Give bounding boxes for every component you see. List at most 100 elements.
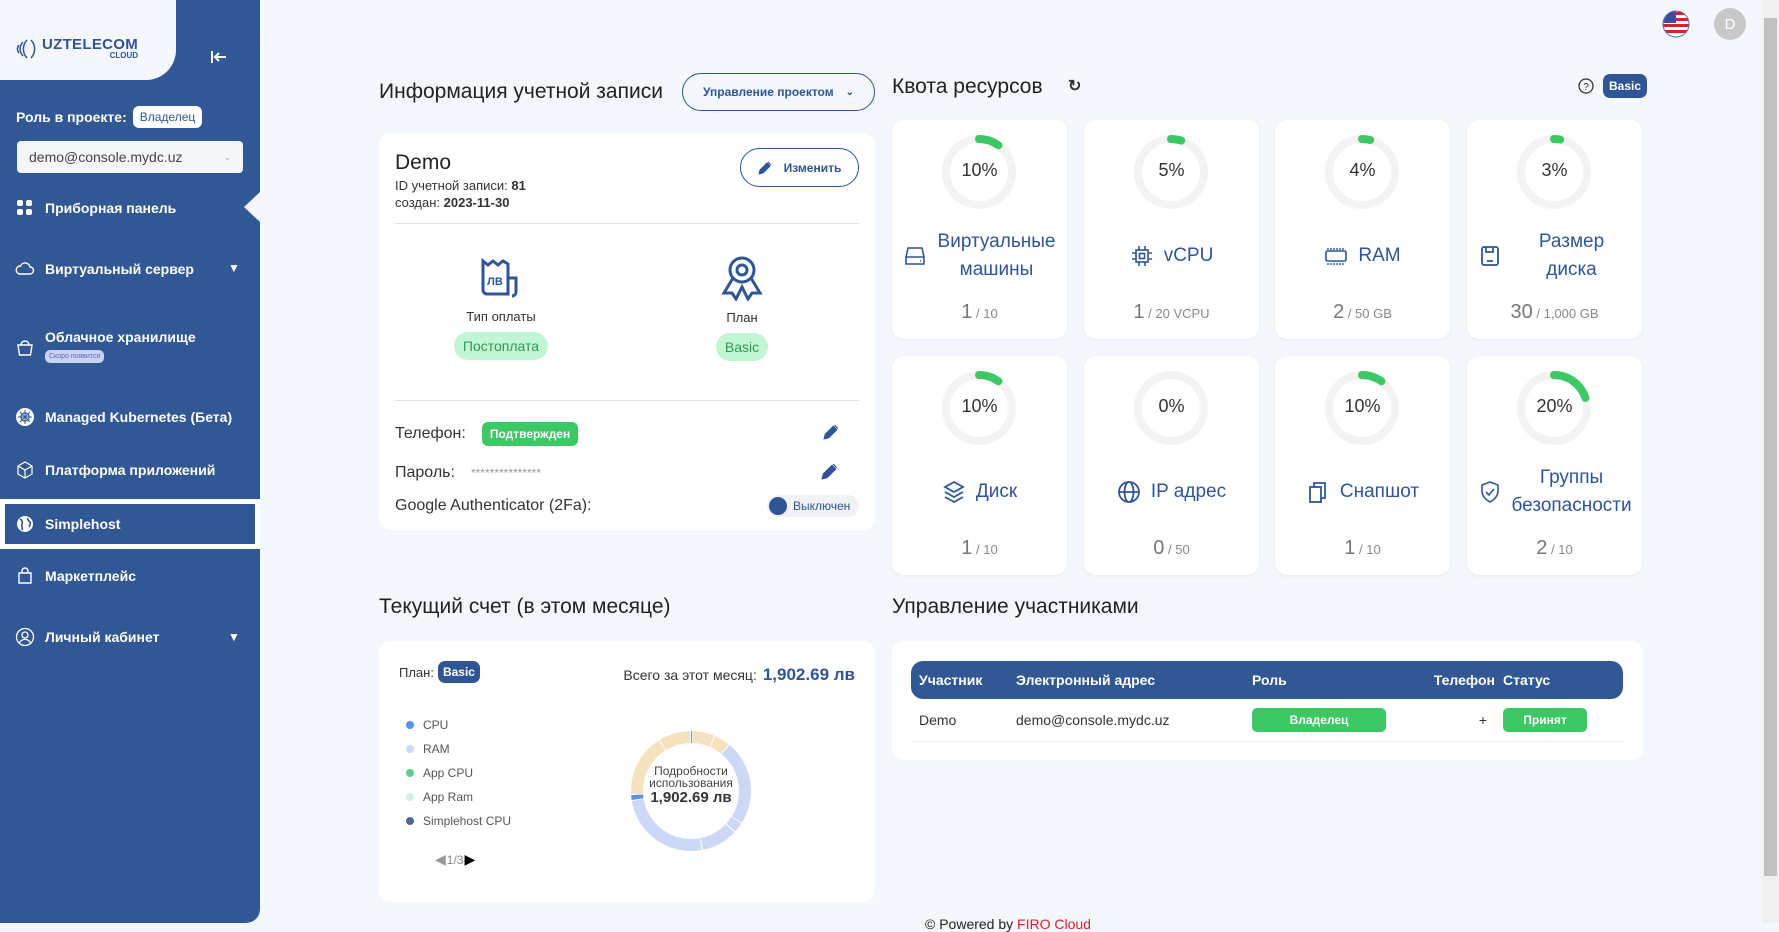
- donut-slice[interactable]: [621, 721, 761, 861]
- legend-pager: ◀ 1/3 ▶: [435, 851, 475, 868]
- member-status-badge: Принят: [1503, 707, 1587, 732]
- donut-center-value: 1,902.69 лв: [650, 789, 732, 806]
- account-id-label: ID учетной записи:: [395, 178, 508, 193]
- donut-slice[interactable]: [631, 731, 751, 851]
- quota-limit: / 10: [1551, 542, 1573, 557]
- donut-slice[interactable]: [621, 721, 761, 861]
- manage-project-button[interactable]: Управление проектом ⌄: [682, 73, 875, 111]
- edit-account-label: Изменить: [783, 160, 842, 175]
- copy-icon: [1309, 482, 1326, 503]
- quota-card: 3% Размер диска 30 / 1,000 GB: [1467, 120, 1642, 339]
- scrollbar-thumb[interactable]: [1764, 18, 1777, 876]
- floppy-disk-icon: [1480, 246, 1499, 266]
- quota-used: 1: [961, 301, 973, 323]
- quota-usage: 2 / 50 GB: [1275, 301, 1450, 324]
- manage-project-label: Управление проектом: [703, 85, 834, 99]
- legend-item[interactable]: App CPU: [406, 761, 511, 785]
- quota-gauge: [1134, 371, 1208, 445]
- avatar[interactable]: D: [1714, 8, 1746, 40]
- donut-slice[interactable]: [630, 730, 753, 853]
- quota-limit: / 10: [1359, 542, 1381, 557]
- footer: © Powered by FIRO Cloud: [925, 916, 1091, 932]
- project-select[interactable]: demo@console.mydc.uz ⌄: [17, 141, 243, 173]
- donut-center-label: Подробности использования: [649, 764, 733, 790]
- quota-gauge-fill: [1517, 371, 1591, 445]
- donut-slice[interactable]: [631, 731, 751, 851]
- donut-slice[interactable]: [628, 728, 754, 854]
- sidebar-item-app-platform[interactable]: Платформа приложений: [15, 460, 215, 480]
- sidebar-item-label: Виртуальный сервер: [45, 261, 194, 277]
- sidebar-item-label: Платформа приложений: [45, 462, 216, 478]
- members-table-header: Участник Электронный адрес Роль Телефон …: [911, 661, 1623, 699]
- sidebar-item-personal-account[interactable]: Личный кабинет: [15, 627, 159, 647]
- payment-type-badge: Постоплата: [453, 332, 549, 360]
- donut-center: Подробности использования 1,902.69 лв: [631, 764, 751, 806]
- refresh-icon[interactable]: ↻: [1068, 78, 1082, 95]
- chevron-down-icon[interactable]: ▼: [228, 261, 240, 275]
- edit-password-pencil-icon[interactable]: [821, 463, 838, 480]
- next-page-icon[interactable]: ▶: [464, 851, 476, 867]
- sidebar-item-dashboard[interactable]: Приборная панель: [15, 198, 176, 218]
- brand-name: UZTELECOM: [42, 36, 139, 53]
- donut-slice[interactable]: [631, 731, 751, 851]
- sidebar-item-virtual-server[interactable]: Виртуальный сервер: [15, 259, 194, 279]
- legend-item[interactable]: App Ram: [406, 785, 511, 809]
- logo-area: UZTELECOM CLOUD: [0, 0, 176, 80]
- sidebar-item-kubernetes[interactable]: Managed Kubernetes (Бета): [15, 407, 232, 427]
- quota-gauge-fill: [942, 371, 1016, 445]
- donut-slice[interactable]: [621, 721, 761, 861]
- legend-item[interactable]: CPU: [406, 713, 511, 737]
- collapse-sidebar-icon[interactable]: [210, 50, 228, 64]
- quota-gauge: [1134, 135, 1208, 209]
- twofa-toggle[interactable]: Выключен: [767, 495, 859, 517]
- plan-label: План: [726, 310, 758, 325]
- members-section-title: Управление участниками: [892, 595, 1139, 618]
- column-header-email: Электронный адрес: [1016, 672, 1156, 688]
- sidebar-item-marketplace[interactable]: Маркетплейс: [15, 566, 136, 586]
- legend-item[interactable]: Simplehost CPU: [406, 809, 511, 833]
- signal-waves-icon: [16, 39, 36, 59]
- help-icon[interactable]: ?: [1578, 78, 1594, 94]
- plan: План Basic: [672, 255, 812, 361]
- quota-usage: 1 / 10: [892, 537, 1067, 560]
- brand-logo[interactable]: UZTELECOM CLOUD: [16, 36, 139, 60]
- quota-label-text: Виртуальные машины: [937, 231, 1056, 280]
- quota-card: 0% IP адрес 0 / 50: [1084, 356, 1259, 575]
- legend-label: Simplehost CPU: [423, 814, 512, 828]
- cpu-icon: [1131, 246, 1152, 266]
- legend-item[interactable]: RAM: [406, 737, 511, 761]
- sidebar-item-simplehost[interactable]: Simplehost: [5, 504, 255, 544]
- quota-label: RAM: [1275, 228, 1450, 284]
- legend-page: 1/3: [446, 852, 464, 867]
- shield-check-icon: [1480, 481, 1499, 503]
- account-name: Demo: [395, 151, 452, 174]
- footer-brand-link[interactable]: FIRO Cloud: [1017, 916, 1091, 932]
- us-flag-language-icon[interactable]: [1662, 10, 1690, 38]
- chevron-down-icon[interactable]: ▼: [228, 630, 240, 644]
- quota-percent: 4%: [1349, 160, 1376, 180]
- quota-gauge-fill: [1517, 135, 1591, 209]
- scrollbar[interactable]: [1762, 0, 1779, 923]
- edit-account-button[interactable]: Изменить: [740, 148, 859, 187]
- quota-label: vCPU: [1084, 228, 1259, 284]
- member-name: Demo: [919, 711, 957, 728]
- legend-label: CPU: [423, 718, 449, 732]
- sidebar-item-cloud-storage[interactable]: Облачное хранилище Скоро появится: [15, 329, 196, 363]
- quota-label-text: Группы безопасности: [1511, 467, 1632, 516]
- quota-usage: 1 / 10: [892, 301, 1067, 324]
- footer-prefix: © Powered by: [925, 916, 1014, 932]
- usage-donut-chart: [621, 721, 761, 861]
- quota-card: 10% Диск 1 / 10: [892, 356, 1067, 575]
- toggle-knob: [769, 497, 787, 515]
- prev-page-icon[interactable]: ◀: [435, 851, 446, 867]
- quota-card: 10% Снапшот 1 / 10: [1275, 356, 1450, 575]
- shopping-bag-icon: [18, 567, 32, 584]
- quota-gauge: [942, 135, 1016, 209]
- quota-limit: / 10: [976, 306, 998, 321]
- project-role: Роль в проекте: Владелец: [16, 106, 203, 128]
- account-card: Demo ID учетной записи: 81 создан: 2023-…: [379, 133, 875, 530]
- award-ribbon-icon: [721, 256, 763, 302]
- table-row: Demo demo@console.mydc.uz Владелец + При…: [911, 699, 1623, 741]
- edit-phone-pencil-icon[interactable]: [823, 424, 839, 440]
- cloud-icon: [15, 262, 35, 275]
